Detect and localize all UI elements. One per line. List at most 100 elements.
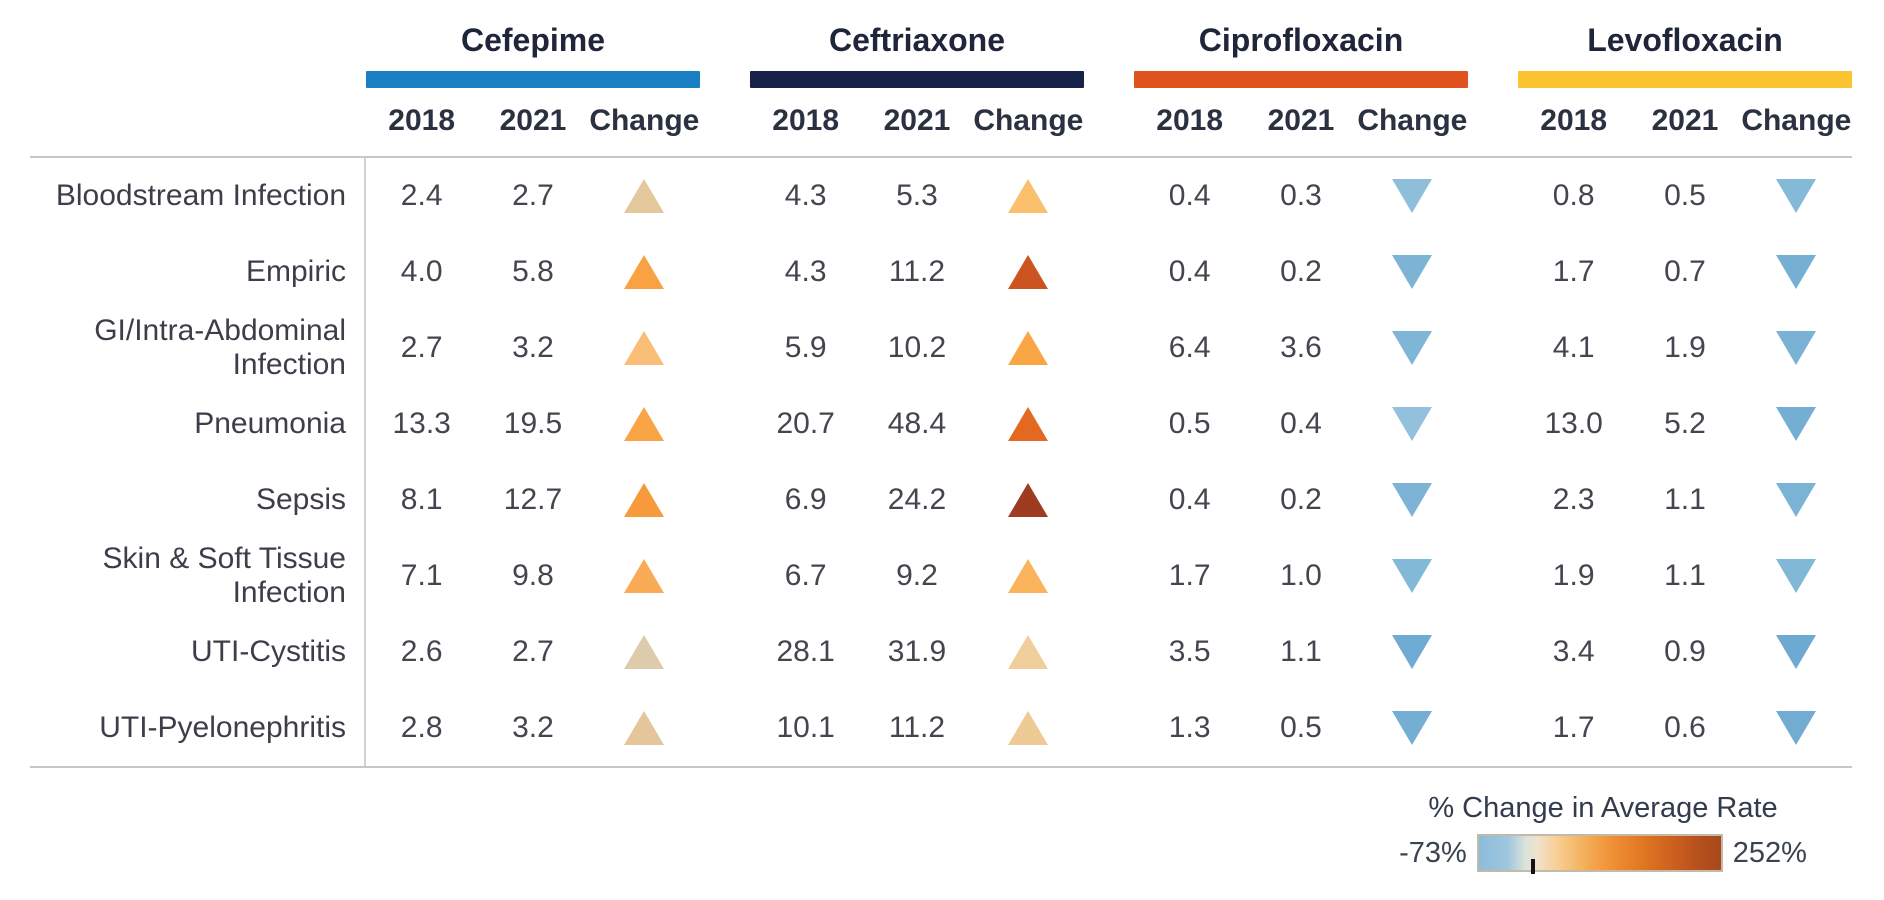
value-2021: 9.8 [512, 559, 554, 592]
triangle-up-icon[interactable] [624, 635, 665, 669]
triangle-up-icon[interactable] [1008, 559, 1049, 593]
value-2018: 3.5 [1168, 635, 1211, 668]
table-header: Cefepime 2018 2021 Change Ceftriaxone 2018 202… [30, 16, 1884, 156]
column-header-2021: 2021 [1267, 104, 1335, 137]
value-2018: 13.3 [392, 407, 451, 440]
cell-group-ceftriaxone: 10.1 11.2 [750, 690, 1134, 766]
change-cell [1741, 331, 1852, 365]
value-2021: 19.5 [503, 407, 563, 440]
triangle-up-icon[interactable] [1008, 635, 1049, 669]
triangle-down-icon[interactable] [1392, 255, 1433, 289]
antibiotic-color-bar [1518, 71, 1852, 88]
triangle-up-icon[interactable] [1008, 711, 1049, 745]
triangle-down-icon[interactable] [1776, 255, 1817, 289]
value-2021: 10.2 [887, 331, 947, 364]
cell-group-cefepime: 2.8 3.2 [366, 690, 750, 766]
change-cell [589, 331, 700, 365]
row-label-text: Bloodstream Infection [55, 178, 346, 212]
triangle-up-icon[interactable] [1008, 255, 1049, 289]
triangle-down-icon[interactable] [1776, 711, 1817, 745]
group-header-ciprofloxacin: Ciprofloxacin 2018 2021 Change [1134, 16, 1518, 156]
value-2018: 4.1 [1552, 331, 1595, 364]
column-header-change: Change [589, 104, 700, 137]
triangle-down-icon[interactable] [1776, 559, 1817, 593]
triangle-down-icon[interactable] [1776, 483, 1817, 517]
column-header-2018: 2018 [772, 104, 840, 137]
legend-max-label: 252% [1732, 836, 1807, 869]
triangle-up-icon[interactable] [624, 559, 665, 593]
triangle-down-icon[interactable] [1776, 635, 1817, 669]
row-label: Sepsis [30, 462, 366, 538]
triangle-down-icon[interactable] [1392, 635, 1433, 669]
group-header-ceftriaxone: Ceftriaxone 2018 2021 Change [750, 16, 1134, 156]
change-cell [973, 255, 1084, 289]
column-header-2018: 2018 [388, 104, 456, 137]
change-cell [1357, 331, 1468, 365]
change-cell [1741, 711, 1852, 745]
cell-group-ciprofloxacin: 0.4 0.2 [1134, 234, 1518, 310]
change-cell [1357, 635, 1468, 669]
cell-group-ciprofloxacin: 0.4 0.3 [1134, 158, 1518, 234]
triangle-up-icon[interactable] [624, 711, 665, 745]
triangle-up-icon[interactable] [1008, 331, 1049, 365]
cell-group-ceftriaxone: 5.9 10.2 [750, 310, 1134, 386]
year-subheaders: 2018 2021 Change [366, 88, 700, 156]
value-2018: 6.4 [1168, 331, 1211, 364]
change-cell [973, 331, 1084, 365]
triangle-down-icon[interactable] [1776, 179, 1817, 213]
change-cell [973, 407, 1084, 441]
cell-group-cefepime: 7.1 9.8 [366, 538, 750, 614]
triangle-down-icon[interactable] [1392, 711, 1433, 745]
change-cell [1357, 483, 1468, 517]
triangle-down-icon[interactable] [1776, 407, 1817, 441]
row-label-text: Empiric [245, 254, 346, 288]
triangle-up-icon[interactable] [1008, 483, 1049, 517]
row-label: GI/Intra-Abdominal Infection [30, 310, 366, 386]
value-2018: 6.7 [784, 559, 827, 592]
cell-group-cefepime: 2.4 2.7 [366, 158, 750, 234]
row-label: Pneumonia [30, 386, 366, 462]
value-2021: 24.2 [887, 483, 947, 516]
triangle-up-icon[interactable] [1008, 179, 1049, 213]
value-2018: 0.4 [1168, 255, 1211, 288]
triangle-down-icon[interactable] [1392, 331, 1433, 365]
cell-group-ciprofloxacin: 0.4 0.2 [1134, 462, 1518, 538]
triangle-down-icon[interactable] [1392, 179, 1433, 213]
value-2018: 0.4 [1168, 179, 1211, 212]
table-body: Bloodstream Infection 2.4 2.7 4.3 5.3 0.4 0.3 0… [30, 156, 1852, 768]
value-2018: 2.4 [400, 179, 443, 212]
legend-min-label: -73% [1399, 836, 1467, 869]
triangle-up-icon[interactable] [1008, 407, 1049, 441]
value-2018: 10.1 [776, 711, 835, 744]
value-2018: 4.0 [400, 255, 443, 288]
cell-group-cefepime: 4.0 5.8 [366, 234, 750, 310]
antibiotic-color-bar [1134, 71, 1468, 88]
value-2018: 2.8 [400, 711, 443, 744]
triangle-down-icon[interactable] [1392, 559, 1433, 593]
triangle-down-icon[interactable] [1392, 483, 1433, 517]
value-2018: 3.4 [1552, 635, 1595, 668]
cell-group-levofloxacin: 3.4 0.9 [1518, 614, 1852, 690]
value-2021: 3.2 [512, 711, 554, 744]
change-cell [973, 483, 1084, 517]
value-2021: 0.9 [1664, 635, 1706, 668]
triangle-up-icon[interactable] [624, 179, 665, 213]
triangle-down-icon[interactable] [1392, 407, 1433, 441]
triangle-up-icon[interactable] [624, 407, 665, 441]
row-label-text: UTI-Pyelonephritis [99, 710, 346, 744]
value-2021: 0.5 [1280, 711, 1322, 744]
value-2021: 11.2 [888, 255, 946, 288]
antibiotic-color-bar [750, 71, 1084, 88]
triangle-up-icon[interactable] [624, 483, 665, 517]
value-2021: 3.2 [512, 331, 554, 364]
triangle-up-icon[interactable] [624, 255, 665, 289]
year-subheaders: 2018 2021 Change [1134, 88, 1468, 156]
cell-group-levofloxacin: 1.9 1.1 [1518, 538, 1852, 614]
triangle-down-icon[interactable] [1776, 331, 1817, 365]
triangle-up-icon[interactable] [624, 331, 665, 365]
row-label-text: GI/Intra-Abdominal Infection [94, 313, 346, 382]
value-2021: 48.4 [887, 407, 947, 440]
value-2018: 6.9 [784, 483, 827, 516]
value-2018: 2.6 [400, 635, 443, 668]
